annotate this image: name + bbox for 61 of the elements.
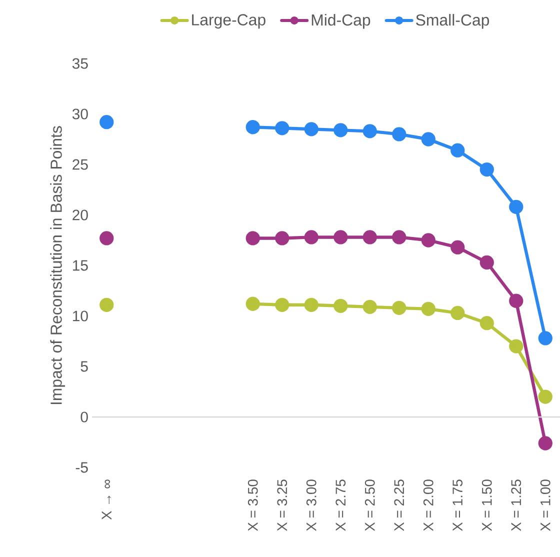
point (392, 300, 406, 315)
point (450, 240, 465, 254)
point (246, 296, 260, 311)
x-tick-label: X → ∞ (102, 480, 112, 520)
point (509, 339, 524, 354)
point (246, 120, 260, 134)
point (100, 115, 114, 130)
point (334, 298, 348, 313)
y-tick-label: -5 (76, 462, 88, 473)
y-axis-title: Impact of Reconstitution in Basis Points (50, 126, 66, 404)
y-tick-label: 30 (72, 108, 88, 120)
point (362, 300, 377, 314)
point (362, 124, 377, 138)
point (304, 230, 318, 244)
point (362, 230, 377, 244)
point (480, 162, 494, 177)
x-tick-label: X = 1.25 (511, 480, 522, 532)
point (392, 230, 406, 244)
x-tick-label: X = 1.00 (540, 480, 550, 532)
x-tick-label: X = 2.50 (364, 480, 375, 532)
point (275, 231, 290, 246)
point (450, 143, 465, 158)
point (304, 298, 318, 312)
point (509, 200, 524, 214)
legend-label: Mid-Cap (312, 14, 370, 29)
x-tick-label: X = 1.50 (482, 480, 492, 532)
y-tick-label: 20 (72, 210, 88, 220)
x-tick-label: X = 2.00 (423, 480, 434, 532)
x-tick-label: X = 1.75 (452, 480, 462, 532)
point (421, 302, 436, 316)
point (334, 230, 348, 244)
point (480, 255, 494, 270)
y-tick-label: 15 (73, 260, 88, 271)
point (304, 122, 318, 136)
x-tick-label: X = 3.25 (277, 480, 288, 532)
y-tick-label: 10 (73, 310, 88, 322)
y-tick-label: 25 (72, 159, 88, 170)
point (334, 123, 348, 138)
legend-label: Large-Cap (192, 14, 266, 29)
point (246, 231, 260, 246)
point (480, 316, 494, 330)
point (509, 294, 524, 308)
x-tick-label: X = 3.00 (306, 480, 316, 532)
y-tick-label: 35 (72, 58, 88, 69)
x-tick-label: X = 3.50 (248, 480, 258, 532)
point (392, 127, 406, 142)
legend-label: Small-Cap (416, 14, 490, 29)
x-tick-label: X = 2.75 (336, 480, 346, 532)
point (450, 306, 465, 320)
point (275, 121, 290, 136)
point (421, 132, 436, 146)
point (275, 298, 290, 312)
point (421, 233, 436, 248)
point (538, 331, 552, 346)
point (538, 436, 552, 450)
y-tick-label: 5 (80, 361, 88, 372)
point (538, 390, 552, 404)
point (100, 298, 114, 312)
y-tick-label: 0 (80, 412, 88, 422)
point (100, 231, 114, 246)
x-tick-label: X = 2.25 (394, 480, 404, 532)
